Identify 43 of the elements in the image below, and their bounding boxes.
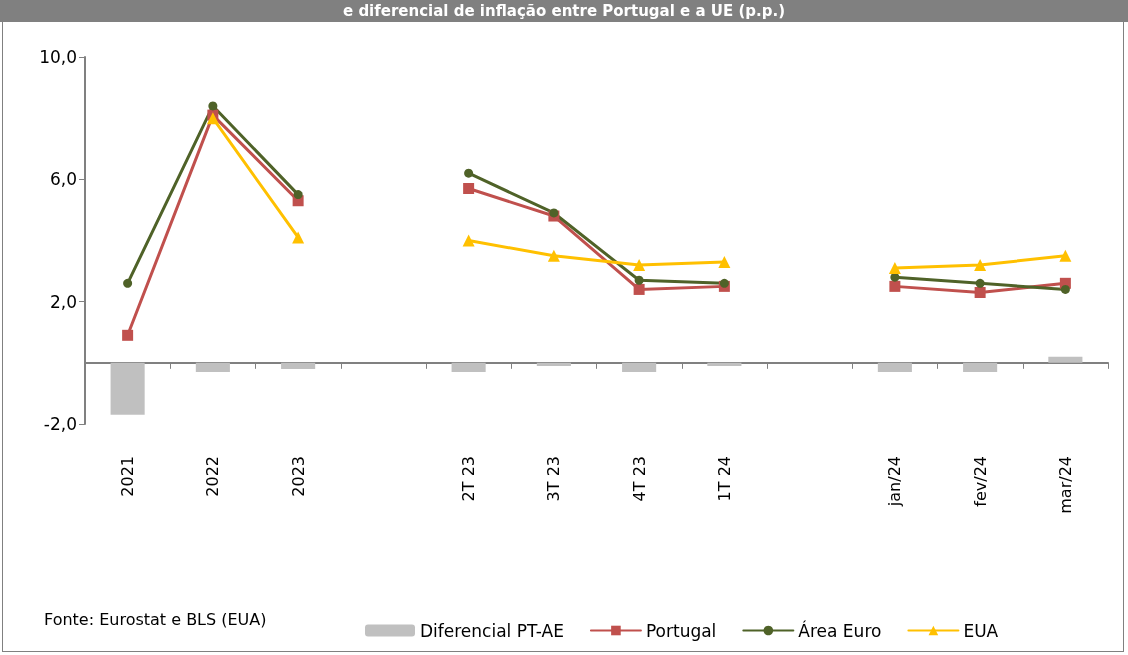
point	[888, 262, 901, 275]
point	[547, 249, 560, 262]
legend-label: Diferencial PT-AE	[420, 620, 564, 641]
legend-label: Área Euro	[798, 619, 882, 641]
y-tick-label: -2,0	[43, 414, 77, 434]
point	[633, 283, 645, 295]
point	[719, 278, 729, 288]
point	[889, 280, 901, 292]
point	[208, 101, 218, 111]
point	[974, 258, 987, 271]
y-tick-label: 10,0	[39, 47, 77, 67]
point	[122, 329, 134, 341]
legend-label: Portugal	[645, 620, 717, 641]
point	[634, 275, 644, 285]
x-tick-label: 2T 23	[459, 456, 479, 502]
point	[974, 286, 986, 298]
point	[292, 231, 305, 244]
point	[463, 183, 475, 195]
y-tick-label: 2,0	[49, 291, 77, 312]
x-tick-label: 3T 23	[544, 456, 564, 502]
point	[633, 258, 646, 271]
point	[975, 278, 985, 288]
x-tick-label: 4T 23	[629, 456, 649, 502]
x-tick-label: 1T 24	[714, 456, 734, 502]
x-tick-label: 2022	[203, 456, 223, 497]
point	[206, 112, 219, 125]
chart-title: e diferencial de inflação entre Portugal e a UE (p.p.)	[0, 0, 1128, 22]
source-note: Fonte: Eurostat e BLS (EUA)	[44, 610, 267, 629]
x-tick-label: 2023	[288, 456, 308, 497]
point	[1060, 284, 1070, 294]
point	[123, 278, 133, 288]
point	[718, 255, 731, 268]
x-tick-label: 2021	[118, 456, 138, 497]
point	[549, 208, 559, 218]
x-tick-label: jan/24	[885, 456, 905, 508]
x-tick-label: mar/24	[1055, 456, 1075, 514]
point	[462, 234, 475, 247]
point	[464, 168, 474, 178]
x-tick-label: fev/24	[970, 456, 990, 507]
point	[293, 190, 303, 200]
legend-label: EUA	[963, 620, 999, 641]
y-tick-label: 6,0	[49, 169, 77, 190]
point	[1059, 249, 1072, 262]
